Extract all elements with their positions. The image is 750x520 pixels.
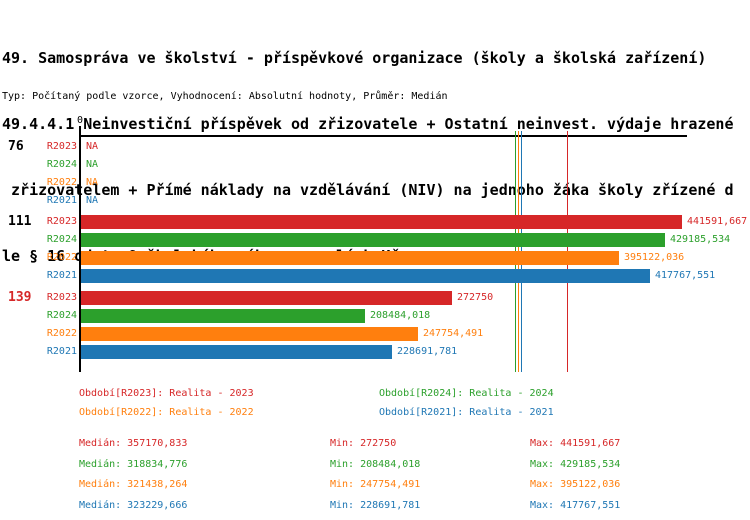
row-label-76-R2023: R2023 [46, 141, 77, 152]
bar-111-R2022 [81, 251, 619, 265]
title-line-1: 49. Samospráva ve školství - příspěvkové… [2, 49, 707, 67]
bar-value-111-R2024: 429185,534 [670, 234, 731, 245]
x-axis-zero-tick-label: 0 [76, 115, 84, 126]
stat-max-row0: Max: 441591,667 [530, 438, 621, 449]
bar-111-R2023 [81, 215, 682, 229]
legend-item-0: Období[R2023]: Realita - 2023 [79, 388, 254, 399]
bar-value-111-R2023: 441591,667 [687, 216, 748, 227]
stat-median-row3: Medián: 323229,666 [79, 500, 188, 511]
row-label-139-R2023: R2023 [46, 292, 77, 303]
bar-111-R2024 [81, 233, 665, 247]
bar-111-R2021 [81, 269, 650, 283]
bar-value-111-R2022: 395122,036 [624, 252, 685, 263]
bar-value-139-R2024: 208484,018 [370, 310, 431, 321]
row-label-139-R2024: R2024 [46, 310, 77, 321]
report-subtitle: Typ: Počítaný podle vzorce, Vyhodnocení:… [2, 91, 448, 102]
row-label-139-R2021: R2021 [46, 346, 77, 357]
na-value-76-R2021: NA [86, 195, 99, 206]
stat-min-row2: Min: 247754,491 [330, 479, 421, 490]
legend-item-1: Období[R2024]: Realita - 2024 [379, 388, 554, 399]
row-label-111-R2024: R2024 [46, 234, 77, 245]
stat-median-row0: Medián: 357170,833 [79, 438, 188, 449]
row-label-76-R2021: R2021 [46, 195, 77, 206]
group-label-111: 111 [8, 214, 32, 229]
row-label-139-R2022: R2022 [46, 328, 77, 339]
na-value-76-R2022: NA [86, 177, 99, 188]
bar-139-R2021 [81, 345, 392, 359]
na-value-76-R2023: NA [86, 141, 99, 152]
group-label-76: 76 [8, 139, 24, 154]
legend-item-3: Období[R2021]: Realita - 2021 [379, 407, 554, 418]
stat-median-row1: Medián: 318834,776 [79, 459, 188, 470]
row-label-111-R2023: R2023 [46, 216, 77, 227]
row-label-111-R2021: R2021 [46, 270, 77, 281]
stat-median-row2: Medián: 321438,264 [79, 479, 188, 490]
bar-139-R2022 [81, 327, 418, 341]
stat-max-row1: Max: 429185,534 [530, 459, 621, 470]
bar-value-111-R2021: 417767,551 [655, 270, 716, 281]
bar-139-R2024 [81, 309, 365, 323]
stat-min-row0: Min: 272750 [330, 438, 397, 449]
bar-139-R2023 [81, 291, 452, 305]
row-label-76-R2024: R2024 [46, 159, 77, 170]
bar-value-139-R2021: 228691,781 [397, 346, 458, 357]
stat-min-row3: Min: 228691,781 [330, 500, 421, 511]
group-label-139: 139 [8, 290, 32, 305]
legend-item-2: Období[R2022]: Realita - 2022 [79, 407, 254, 418]
title-line-3: zřizovatelem + Přímé náklady na vzdělává… [2, 181, 734, 199]
bar-value-139-R2023: 272750 [457, 292, 494, 303]
row-label-76-R2022: R2022 [46, 177, 77, 188]
stat-max-row3: Max: 417767,551 [530, 500, 621, 511]
na-value-76-R2024: NA [86, 159, 99, 170]
title-line-2: 49.4.4.1 Neinvestiční příspěvek od zřizo… [2, 115, 734, 133]
stat-min-row1: Min: 208484,018 [330, 459, 421, 470]
x-axis-line [79, 135, 687, 137]
stat-max-row2: Max: 395122,036 [530, 479, 621, 490]
y-axis-line [79, 126, 81, 372]
bar-value-139-R2022: 247754,491 [423, 328, 484, 339]
row-label-111-R2022: R2022 [46, 252, 77, 263]
